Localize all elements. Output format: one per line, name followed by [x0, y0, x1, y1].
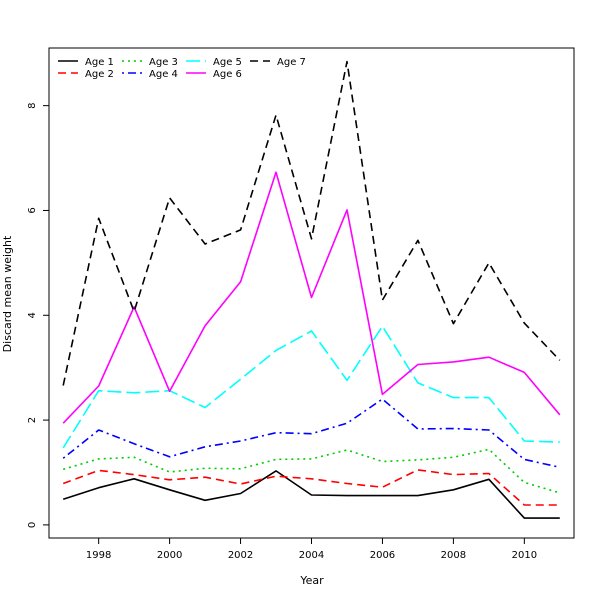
x-tick-label: 1998 — [86, 550, 111, 561]
legend-label-age-2: Age 2 — [85, 69, 114, 80]
series-line-age-5 — [62, 325, 560, 449]
series-line-age-6 — [62, 171, 561, 424]
legend-label-age-4: Age 4 — [149, 69, 178, 80]
y-axis-title: Discard mean weight — [1, 235, 14, 352]
series-line-age-2 — [62, 469, 560, 506]
x-tick-label: 2000 — [157, 550, 182, 561]
x-tick-label: 2008 — [441, 550, 466, 561]
legend-label-age-6: Age 6 — [213, 69, 242, 80]
legend-label-age-5: Age 5 — [213, 57, 242, 68]
series-line-age-3 — [62, 448, 561, 494]
series-layer — [62, 60, 561, 519]
legend-label-age-1: Age 1 — [85, 57, 114, 68]
x-tick-label: 2006 — [370, 550, 395, 561]
series-line-age-1 — [62, 470, 560, 519]
x-axis-title: Year — [299, 574, 324, 587]
y-tick-label: 8 — [27, 102, 38, 108]
y-tick-label: 0 — [27, 522, 38, 528]
y-axis: 0 2 4 6 8 — [27, 102, 49, 528]
legend-label-age-3: Age 3 — [149, 57, 178, 68]
x-axis: 1998 2000 2002 2004 2006 2008 2010 — [86, 538, 537, 561]
legend-label-age-7: Age 7 — [277, 57, 306, 68]
x-tick-label: 2004 — [299, 550, 324, 561]
x-tick-label: 2002 — [228, 550, 253, 561]
y-tick-label: 6 — [27, 207, 38, 213]
x-tick-label: 2010 — [512, 550, 537, 561]
series-line-age-7 — [62, 60, 561, 386]
y-tick-label: 2 — [27, 417, 38, 423]
y-tick-label: 4 — [27, 312, 38, 318]
series-line-age-4 — [62, 398, 560, 469]
